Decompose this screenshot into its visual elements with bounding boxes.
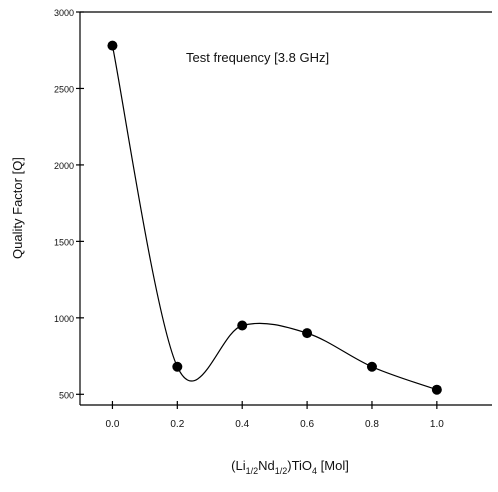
- y-tick-label: 1000: [54, 314, 74, 324]
- x-label-part: [Mol]: [317, 458, 349, 473]
- x-label-part: 1/2: [275, 466, 288, 476]
- x-label-part: Nd: [258, 458, 275, 473]
- x-tick-label: 0.2: [170, 419, 184, 430]
- point: [172, 361, 183, 372]
- x-tick-label: 0.6: [300, 419, 314, 430]
- y-tick-label: 1500: [54, 237, 74, 247]
- annotation: Test frequency [3.8 GHz]: [186, 50, 329, 65]
- x-label-part: 4: [312, 466, 317, 476]
- x-tick-label: 0.0: [105, 419, 119, 430]
- x-tick-label: 0.8: [365, 419, 379, 430]
- fit-line: [111, 45, 438, 391]
- point: [107, 40, 118, 51]
- x-label-part: 1/2: [246, 466, 259, 476]
- point: [431, 384, 442, 395]
- y-tick-label: 3000: [54, 8, 74, 18]
- x-tick-label: 1.0: [430, 419, 444, 430]
- point: [237, 320, 248, 331]
- x-label-part: (Li: [231, 458, 246, 473]
- point: [302, 328, 313, 339]
- y-tick-label: 500: [59, 390, 74, 400]
- x-axis-label: (Li1/2Nd1/2)TiO4 [Mol]: [231, 458, 349, 476]
- x-label-part: )TiO: [287, 458, 312, 473]
- point: [366, 361, 377, 372]
- y-axis-label: Quality Factor [Q]: [10, 157, 25, 259]
- x-tick-label: 0.4: [235, 419, 249, 430]
- y-tick-label: 2500: [54, 84, 74, 94]
- y-tick-label: 2000: [54, 161, 74, 171]
